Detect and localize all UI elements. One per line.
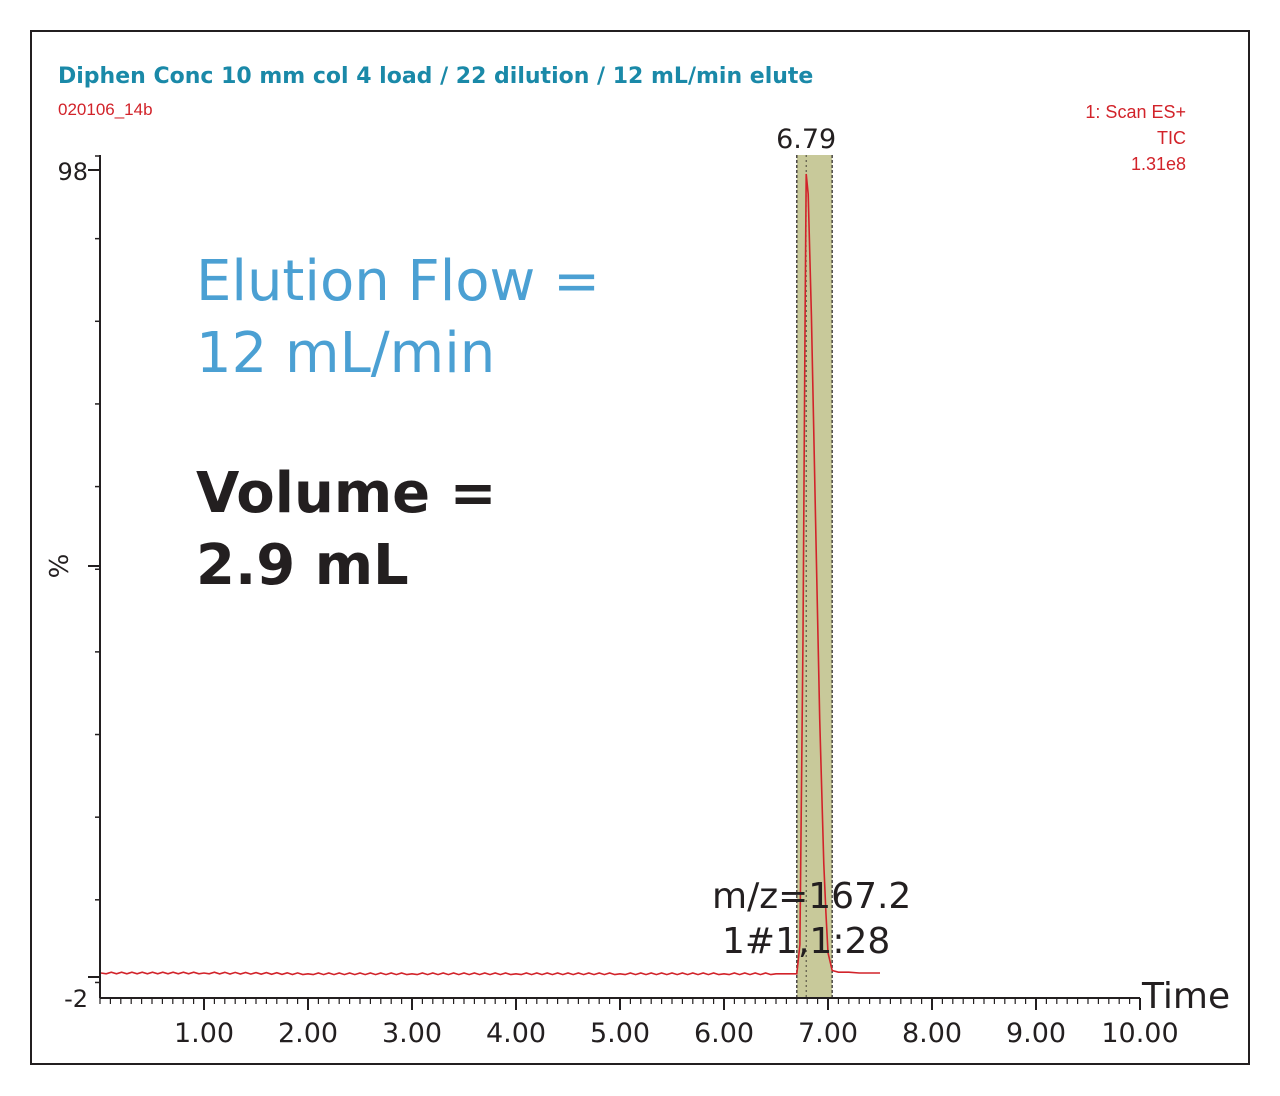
tic-trace-line bbox=[100, 173, 880, 976]
x-tick-label: 9.00 bbox=[1006, 1018, 1066, 1049]
x-tick-label: 5.00 bbox=[590, 1018, 650, 1049]
scan-range-label: 1#1,1:28 bbox=[722, 921, 890, 962]
x-axis-label: Time bbox=[1141, 976, 1230, 1017]
peak-highlight-band bbox=[796, 155, 833, 998]
sample-id: 020106_14b bbox=[58, 100, 153, 119]
x-tick-label: 1.00 bbox=[174, 1018, 234, 1049]
y-axis-label: % bbox=[45, 554, 75, 579]
chart-title: Diphen Conc 10 mm col 4 load / 22 diluti… bbox=[58, 64, 814, 89]
x-tick-label: 3.00 bbox=[382, 1018, 442, 1049]
mz-label: m/z=167.2 bbox=[712, 876, 911, 917]
y-tick-label-top: 98 bbox=[57, 158, 88, 186]
x-tick-label: 4.00 bbox=[486, 1018, 546, 1049]
trace-type-label: TIC bbox=[1157, 128, 1186, 148]
intensity-scale-label: 1.31e8 bbox=[1130, 154, 1186, 174]
x-tick-label: 6.00 bbox=[694, 1018, 754, 1049]
x-tick-label: 7.00 bbox=[798, 1018, 858, 1049]
elution-flow-label: Elution Flow = bbox=[196, 249, 601, 314]
x-tick-label: 2.00 bbox=[278, 1018, 338, 1049]
elution-flow-value: 12 mL/min bbox=[196, 321, 496, 386]
volume-value: 2.9 mL bbox=[196, 533, 409, 598]
scan-mode-label: 1: Scan ES+ bbox=[1085, 102, 1186, 122]
y-tick-label-bottom: -2 bbox=[64, 985, 88, 1013]
x-tick-label: 8.00 bbox=[902, 1018, 962, 1049]
x-tick-label: 10.00 bbox=[1101, 1018, 1178, 1049]
volume-label: Volume = bbox=[196, 461, 497, 526]
peak-retention-label: 6.79 bbox=[776, 124, 836, 155]
chart-frame bbox=[30, 30, 1250, 1065]
